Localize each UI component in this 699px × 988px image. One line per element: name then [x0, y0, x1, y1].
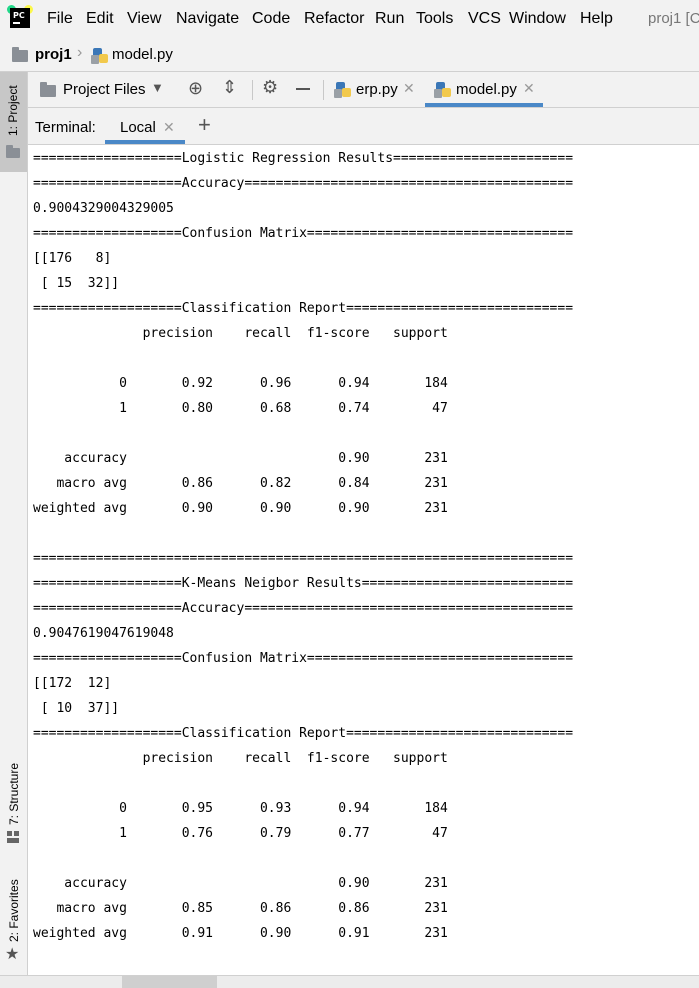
terminal-line: precision recall f1-score support [33, 751, 448, 766]
terminal-header: Terminal: Local ✕ + [28, 108, 699, 145]
structure-tool-button[interactable]: 7: Structure [0, 757, 27, 847]
chevron-right-icon: › [77, 44, 83, 61]
breadcrumb-project[interactable]: proj1 [35, 46, 72, 63]
active-terminal-tab-indicator [105, 140, 185, 144]
terminal-line: macro avg 0.86 0.82 0.84 231 [33, 476, 448, 491]
terminal-line: macro avg 0.85 0.86 0.86 231 [33, 901, 448, 916]
terminal-line: ===================Confusion Matrix=====… [33, 651, 574, 666]
menu-tools[interactable]: Tools [416, 10, 454, 27]
close-icon[interactable]: ✕ [403, 80, 415, 96]
python-file-icon [434, 82, 452, 98]
terminal-line: ========================================… [33, 551, 574, 566]
menu-file[interactable]: File [47, 10, 73, 27]
gear-icon[interactable]: ⚙ [262, 77, 279, 97]
menu-edit[interactable]: Edit [86, 10, 114, 27]
terminal-line: ===================K-Means Neigbor Resul… [33, 576, 574, 591]
folder-icon [12, 47, 28, 62]
terminal-line: 0.9004329004329005 [33, 201, 174, 216]
project-toolbar: Project Files ▼ ⊕ ⇕ ⚙ erp.py ✕ model.py … [28, 72, 699, 108]
python-file-icon [334, 82, 352, 98]
close-icon[interactable]: ✕ [163, 119, 175, 135]
pycharm-logo-icon: PC [7, 5, 33, 28]
tab-erp-py[interactable]: erp.py [356, 81, 398, 98]
bottom-tool-strip [0, 975, 699, 988]
window-title: proj1 [C [648, 10, 699, 27]
terminal-output[interactable]: ===================Logistic Regression R… [28, 145, 699, 975]
tab-model-py[interactable]: model.py [456, 81, 517, 98]
breadcrumb-file[interactable]: model.py [112, 46, 173, 63]
active-tab-indicator [425, 103, 543, 107]
python-file-icon [91, 48, 109, 64]
breadcrumb: proj1 › model.py [0, 38, 699, 72]
terminal-line: ===================Accuracy=============… [33, 601, 574, 616]
favorites-tool-label: 2: Favorites [7, 879, 21, 942]
favorites-tool-button[interactable]: 2: Favorites ★ [0, 872, 27, 972]
star-icon: ★ [5, 946, 20, 963]
terminal-label: Terminal: [35, 119, 96, 136]
menu-view[interactable]: View [127, 10, 162, 27]
terminal-line: [[176 8] [33, 251, 112, 266]
project-tool-button[interactable]: 1: Project [0, 72, 27, 172]
terminal-line: ===================Confusion Matrix=====… [33, 226, 574, 241]
close-icon[interactable]: ✕ [523, 80, 535, 96]
terminal-line: 0.9047619047619048 [33, 626, 174, 641]
add-icon[interactable]: + [198, 112, 211, 137]
menu-run[interactable]: Run [375, 10, 405, 27]
terminal-line: weighted avg 0.90 0.90 0.90 231 [33, 501, 448, 516]
collapse-all-icon[interactable]: ⇕ [222, 77, 238, 97]
project-folder-icon [6, 145, 20, 158]
bottom-tool-button[interactable] [122, 976, 217, 988]
menu-code[interactable]: Code [252, 10, 291, 27]
left-tool-strip: 1: Project 7: Structure 2: Favorites ★ [0, 72, 28, 987]
menu-vcs[interactable]: VCS [468, 10, 501, 27]
terminal-line: [[172 12] [33, 676, 112, 691]
locate-icon[interactable]: ⊕ [188, 78, 204, 98]
structure-icon [7, 831, 12, 836]
terminal-line: ===================Accuracy=============… [33, 176, 574, 191]
terminal-line: 1 0.76 0.79 0.77 47 [33, 826, 448, 841]
structure-tool-label: 7: Structure [7, 762, 21, 825]
terminal-line: weighted avg 0.91 0.90 0.91 231 [33, 926, 448, 941]
view-selector[interactable]: Project Files [63, 81, 146, 98]
tab-local[interactable]: Local [120, 119, 156, 136]
terminal-line: [ 15 32]] [33, 276, 120, 291]
terminal-line: accuracy 0.90 231 [33, 876, 448, 891]
menu-window[interactable]: Window [509, 10, 566, 27]
terminal-line: 0 0.95 0.93 0.94 184 [33, 801, 448, 816]
terminal-line: accuracy 0.90 231 [33, 451, 448, 466]
terminal-line: ===================Classification Report… [33, 301, 574, 316]
terminal-line: 0 0.92 0.96 0.94 184 [33, 376, 448, 391]
folder-icon [40, 82, 56, 97]
terminal-line: [ 10 37]] [33, 701, 120, 716]
chevron-down-icon[interactable]: ▼ [151, 80, 164, 95]
terminal-line: 1 0.80 0.68 0.74 47 [33, 401, 448, 416]
menu-refactor[interactable]: Refactor [304, 10, 365, 27]
hide-icon[interactable] [296, 88, 310, 90]
menu-bar: PC File Edit View Navigate Code Refactor… [0, 0, 699, 38]
menu-help[interactable]: Help [580, 10, 613, 27]
terminal-line: ===================Logistic Regression R… [33, 151, 574, 166]
project-tool-label: 1: Project [6, 85, 20, 136]
terminal-line: precision recall f1-score support [33, 326, 448, 341]
menu-navigate[interactable]: Navigate [176, 10, 240, 27]
terminal-line: ===================Classification Report… [33, 726, 574, 741]
